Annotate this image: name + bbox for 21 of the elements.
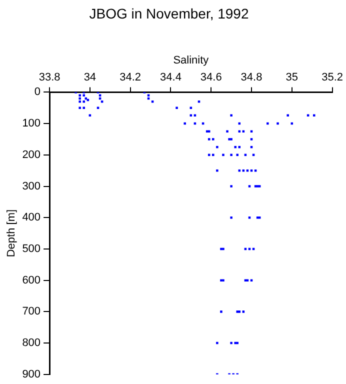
x-tick-label: 34.4 [160, 72, 182, 84]
y-tick-label: 700 [22, 306, 41, 318]
x-tick-label: 33.8 [38, 72, 60, 84]
x-tick-label: 34.8 [240, 72, 262, 84]
x-tick-label: 34 [84, 72, 96, 84]
y-tick-label: 600 [22, 274, 41, 286]
y-tick-label: 800 [22, 337, 41, 350]
y-tick-label: 200 [22, 148, 41, 161]
x-tick-label: 34.2 [120, 72, 142, 84]
y-tick-label: 500 [22, 243, 41, 256]
x-axis-title: Salinity [173, 54, 210, 66]
x-tick-label: 34.6 [200, 72, 222, 84]
chart-title: JBOG in November, 1992 [89, 5, 249, 22]
y-tick-label: 300 [22, 180, 41, 192]
y-axis-title: Depth [m] [6, 209, 18, 258]
y-tick-label: 100 [22, 118, 41, 130]
y-tick-label: 0 [34, 86, 41, 98]
x-tick-label: 35.2 [322, 72, 344, 84]
y-tick-label: 400 [22, 212, 41, 224]
x-tick-label: 35 [286, 72, 298, 84]
y-tick-label: 900 [22, 368, 41, 380]
